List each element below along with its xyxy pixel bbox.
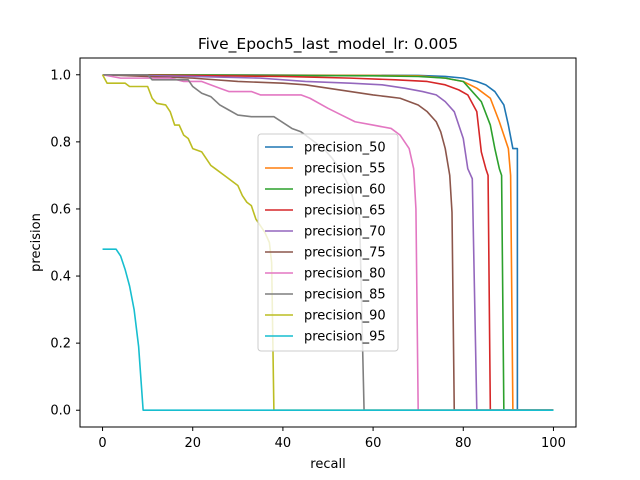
y-axis-label: precision: [29, 213, 44, 272]
y-tick-label: 0.0: [50, 404, 71, 419]
series-line-precision_70: [102, 73, 554, 412]
series-line-precision_50: [102, 73, 554, 412]
series-line-precision_95: [102, 248, 554, 412]
x-tick-label: 20: [184, 436, 201, 451]
series-lines: [101, 73, 554, 412]
x-tick-label: 80: [455, 436, 472, 451]
x-tick-label: 100: [541, 436, 566, 451]
legend-label-precision_85: precision_85: [304, 288, 386, 303]
legend-label-precision_55: precision_55: [304, 162, 386, 177]
series-line-precision_65: [102, 73, 554, 412]
series-line-precision_60: [102, 73, 554, 412]
chart-title: Five_Epoch5_last_model_lr: 0.005: [198, 35, 458, 54]
x-axis-label: recall: [310, 457, 345, 472]
x-tick-label: 0: [98, 436, 106, 451]
legend-label-precision_50: precision_50: [304, 141, 386, 156]
legend-label-precision_75: precision_75: [304, 246, 386, 261]
x-axis-ticks: 0 20 40 60 80 100: [98, 427, 566, 451]
y-tick-label: 0.8: [50, 135, 71, 150]
y-tick-label: 0.4: [50, 270, 71, 285]
y-tick-label: 0.2: [50, 337, 71, 352]
y-tick-label: 0.6: [50, 202, 71, 217]
legend-label-precision_95: precision_95: [304, 330, 386, 345]
legend-label-precision_60: precision_60: [304, 183, 386, 198]
legend: precision_50 precision_55 precision_60prec…: [257, 133, 399, 352]
y-axis-ticks: 0.0 0.2 0.4 0.6 0.8 1.0: [50, 68, 80, 419]
legend-label-precision_65: precision_65: [304, 204, 386, 219]
y-tick-label: 1.0: [50, 68, 71, 83]
x-tick-label: 40: [275, 436, 292, 451]
x-tick-label: 60: [365, 436, 382, 451]
legend-label-precision_70: precision_70: [304, 225, 386, 240]
series-line-precision_80: [102, 73, 554, 412]
legend-label-precision_80: precision_80: [304, 267, 386, 282]
legend-label-precision_90: precision_90: [304, 309, 386, 324]
plot-frame: [79, 57, 577, 428]
series-line-precision_75: [102, 73, 554, 412]
